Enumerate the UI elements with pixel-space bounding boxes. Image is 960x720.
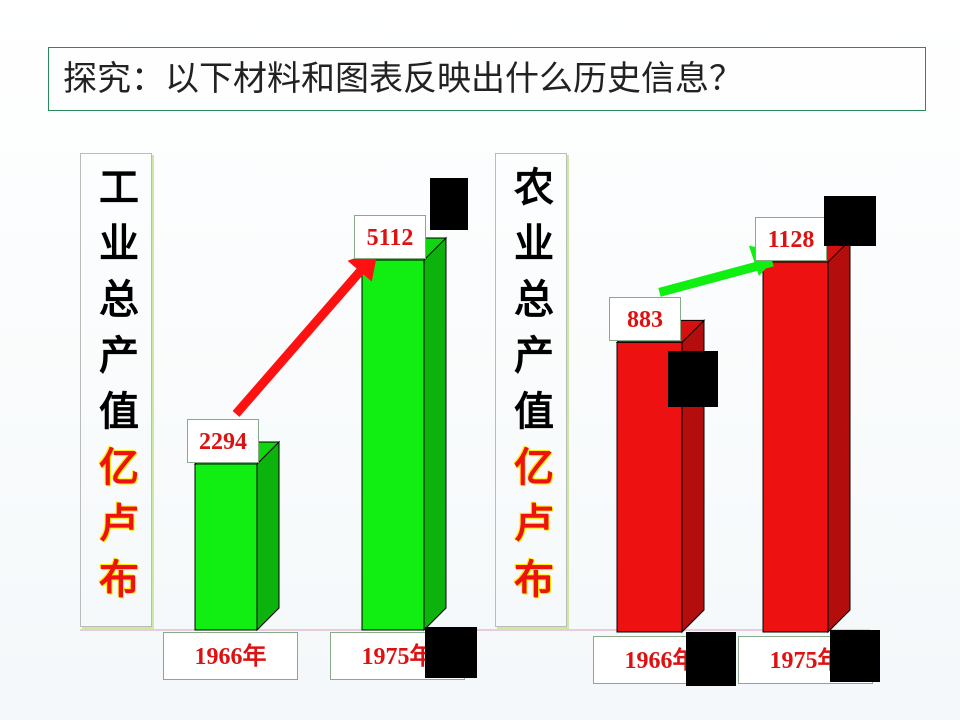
overlay-block [686, 632, 736, 686]
title-text: 农业总产值 [507, 166, 553, 446]
category-label: 1966年 [163, 632, 298, 680]
chart-title: 农业总产值亿卢布 [495, 153, 567, 627]
overlay-block [830, 630, 880, 682]
trend-arrow [658, 257, 774, 297]
bar-side [827, 238, 851, 634]
slide-title: 探究：以下材料和图表反映出什么历史信息？ [48, 47, 926, 111]
overlay-block [824, 196, 876, 246]
bar [194, 463, 258, 631]
bar [762, 261, 829, 633]
bar-side [423, 236, 447, 632]
trend-arrow [232, 257, 374, 417]
overlay-block [425, 627, 477, 678]
value-label: 1128 [755, 217, 827, 261]
bar-side [256, 440, 280, 632]
value-label: 883 [609, 297, 681, 342]
bar [361, 259, 425, 631]
value-label: 2294 [187, 418, 259, 463]
title-text: 工业总产值 [92, 166, 138, 446]
chart-title: 工业总产值亿卢布 [80, 153, 152, 627]
unit-text: 亿卢布 [507, 446, 553, 614]
value-label: 5112 [354, 215, 426, 259]
unit-text: 亿卢布 [92, 446, 138, 614]
overlay-block [668, 351, 718, 407]
overlay-block [430, 178, 468, 230]
